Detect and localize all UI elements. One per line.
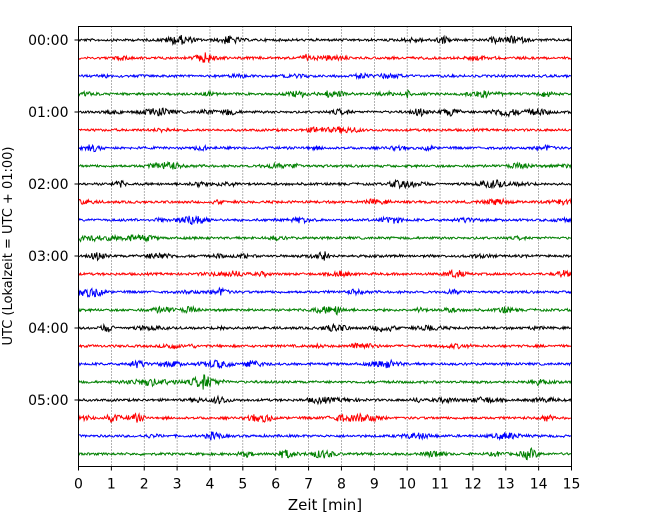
x-tick-label: 12 (464, 477, 482, 493)
seismic-trace (78, 107, 572, 118)
x-tick-label: 7 (304, 477, 313, 493)
x-tick-label: 13 (497, 477, 515, 493)
seismic-trace (78, 233, 572, 243)
seismic-trace (78, 304, 572, 316)
x-tick-label: 3 (173, 477, 182, 493)
y-tick-label: 03:00 (28, 249, 68, 265)
seismic-trace (78, 431, 572, 442)
seismic-trace (78, 160, 572, 170)
seismic-trace (78, 88, 572, 99)
plot-frame (78, 26, 572, 467)
y-axis: 00:00 01:00 02:00 03:00 04:00 05:00 (28, 33, 79, 409)
x-tick-label: 1 (107, 477, 116, 493)
seismic-trace (78, 374, 572, 390)
vertical-gridlines (111, 26, 539, 467)
seismic-trace (78, 71, 572, 80)
seismic-trace (78, 52, 572, 63)
x-tick-label: 9 (370, 477, 379, 493)
seismic-trace (78, 215, 572, 225)
x-tick-label: 5 (238, 477, 247, 493)
seismic-trace (78, 34, 572, 46)
seismic-trace (78, 143, 572, 153)
x-tick-label: 4 (206, 477, 215, 493)
seismic-trace (78, 197, 572, 206)
seismic-trace (78, 322, 572, 333)
y-tick-label: 00:00 (28, 33, 68, 49)
x-tick-label: 0 (74, 477, 83, 493)
seismic-trace (78, 358, 572, 369)
seismic-trace (78, 178, 572, 190)
trace-group (78, 34, 572, 461)
seismic-trace (78, 412, 572, 423)
seismic-trace (78, 447, 572, 461)
seismic-trace (78, 394, 572, 406)
seismic-trace (78, 286, 572, 298)
seismic-trace (78, 342, 572, 351)
seismic-trace (78, 125, 572, 134)
x-tick-label: 11 (431, 477, 449, 493)
x-axis-label: Zeit [min] (288, 496, 362, 514)
x-axis: 0 1 2 3 4 5 6 7 8 9 10 11 12 13 14 15 (74, 466, 581, 493)
seismic-trace (78, 268, 572, 279)
y-tick-label: 02:00 (28, 177, 68, 193)
seismic-trace (78, 251, 572, 262)
y-tick-label: 01:00 (28, 105, 68, 121)
y-tick-label: 05:00 (28, 393, 68, 409)
y-tick-label: 04:00 (28, 321, 68, 337)
y-axis-label: UTC (Lokalzeit = UTC + 01:00) (1, 147, 16, 346)
x-tick-label: 6 (271, 477, 280, 493)
x-tick-label: 8 (337, 477, 346, 493)
x-tick-label: 14 (530, 477, 548, 493)
x-tick-label: 15 (563, 477, 581, 493)
x-tick-label: 10 (398, 477, 416, 493)
x-tick-label: 2 (140, 477, 149, 493)
